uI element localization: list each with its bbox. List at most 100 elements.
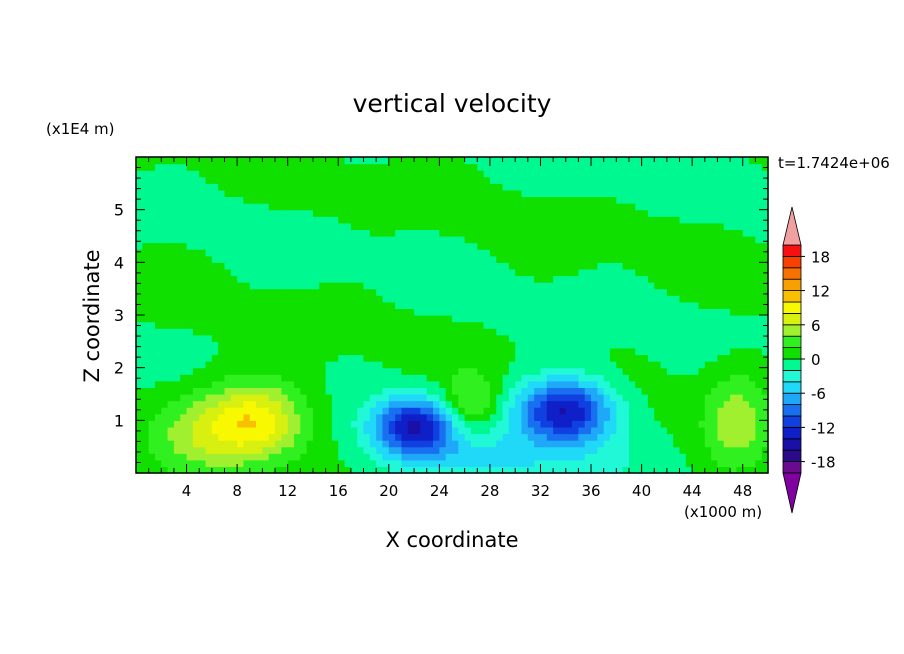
heatmap-cell <box>515 163 523 171</box>
heatmap-cell <box>736 255 744 263</box>
heatmap-cell <box>546 163 554 171</box>
heatmap-cell <box>521 433 529 441</box>
heatmap-cell <box>300 361 308 369</box>
heatmap-cell <box>243 301 251 310</box>
heatmap-cell <box>679 203 687 211</box>
heatmap-cell <box>591 170 598 178</box>
heatmap-cell <box>635 453 643 461</box>
heatmap-cell <box>420 400 428 408</box>
heatmap-cell <box>452 407 459 415</box>
heatmap-cell <box>249 242 257 250</box>
heatmap-cell <box>167 315 175 323</box>
heatmap-cell <box>180 176 188 184</box>
heatmap-cell <box>136 229 143 237</box>
heatmap-cell <box>723 407 731 415</box>
heatmap-cell <box>477 189 485 198</box>
heatmap-cell <box>199 163 207 171</box>
heatmap-cell <box>496 420 504 428</box>
heatmap-cell <box>603 433 611 441</box>
heatmap-cell <box>338 367 346 375</box>
heatmap-cell <box>622 354 630 362</box>
heatmap-cell <box>496 413 504 421</box>
heatmap-cell <box>312 400 320 408</box>
heatmap-cell <box>502 209 510 217</box>
heatmap-cell <box>414 387 421 395</box>
heatmap-cell <box>565 367 573 375</box>
heatmap-cell <box>736 308 744 316</box>
heatmap-cell <box>268 466 276 474</box>
heatmap-cell <box>660 354 668 362</box>
heatmap-cell <box>755 453 763 461</box>
heatmap-cell <box>635 341 643 349</box>
x-tick-label: 28 <box>480 482 499 500</box>
heatmap-cell <box>237 288 245 296</box>
heatmap-cell <box>167 361 175 369</box>
heatmap-cell <box>527 387 535 395</box>
heatmap-cell <box>281 196 289 204</box>
heatmap-cell <box>275 183 282 191</box>
heatmap-cell <box>287 163 295 171</box>
heatmap-cell <box>275 315 282 323</box>
heatmap-cell <box>325 413 333 421</box>
heatmap-cell <box>477 196 485 204</box>
heatmap-cell <box>717 189 725 198</box>
heatmap-cell <box>654 157 662 165</box>
heatmap-cell <box>262 196 270 204</box>
heatmap-cell <box>508 229 516 237</box>
heatmap-cell <box>433 216 440 224</box>
heatmap-cell <box>527 203 535 211</box>
heatmap-cell <box>685 446 693 454</box>
heatmap-cell <box>496 189 504 198</box>
heatmap-cell <box>230 242 238 250</box>
heatmap-cell <box>666 255 674 263</box>
heatmap-cell <box>344 387 352 395</box>
heatmap-cell <box>641 321 649 329</box>
heatmap-cell <box>256 361 263 369</box>
heatmap-cell <box>616 459 624 468</box>
heatmap-cell <box>603 209 611 217</box>
heatmap-cell <box>363 196 371 204</box>
heatmap-cell <box>553 196 561 204</box>
heatmap-cell <box>692 328 700 336</box>
heatmap-cell <box>660 315 668 323</box>
heatmap-cell <box>287 301 295 310</box>
heatmap-cell <box>401 413 409 421</box>
heatmap-cell <box>508 361 516 369</box>
heatmap-cell <box>148 236 156 244</box>
heatmap-cell <box>521 400 529 408</box>
heatmap-cell <box>312 236 320 244</box>
heatmap-cell <box>666 262 674 270</box>
heatmap-cell <box>508 176 516 184</box>
heatmap-cell <box>578 367 586 375</box>
heatmap-cell <box>654 407 662 415</box>
heatmap-cell <box>294 413 301 421</box>
heatmap-cell <box>142 308 150 316</box>
heatmap-cell <box>508 446 516 454</box>
heatmap-cell <box>692 387 700 395</box>
heatmap-cell <box>591 400 598 408</box>
heatmap-cell <box>622 420 630 428</box>
heatmap-cell <box>698 433 706 441</box>
heatmap-cell <box>742 183 750 191</box>
heatmap-cell <box>300 380 308 389</box>
heatmap-cell <box>483 420 491 428</box>
heatmap-cell <box>635 229 643 237</box>
heatmap-cell <box>654 295 662 303</box>
heatmap-cell <box>635 170 643 178</box>
heatmap-cell <box>717 163 725 171</box>
heatmap-cell <box>312 420 320 428</box>
heatmap-cell <box>388 354 396 362</box>
heatmap-cell <box>407 176 415 184</box>
heatmap-cell <box>420 440 428 448</box>
heatmap-cell <box>275 394 282 402</box>
heatmap-cell <box>654 229 662 237</box>
heatmap-cell <box>692 262 700 270</box>
heatmap-cell <box>300 466 308 474</box>
heatmap-cell <box>647 157 655 165</box>
heatmap-cell <box>685 321 693 329</box>
heatmap-cell <box>205 433 213 441</box>
heatmap-cell <box>755 459 763 468</box>
heatmap-cell <box>673 282 681 290</box>
heatmap-cell <box>376 249 384 257</box>
heatmap-cell <box>717 459 725 468</box>
